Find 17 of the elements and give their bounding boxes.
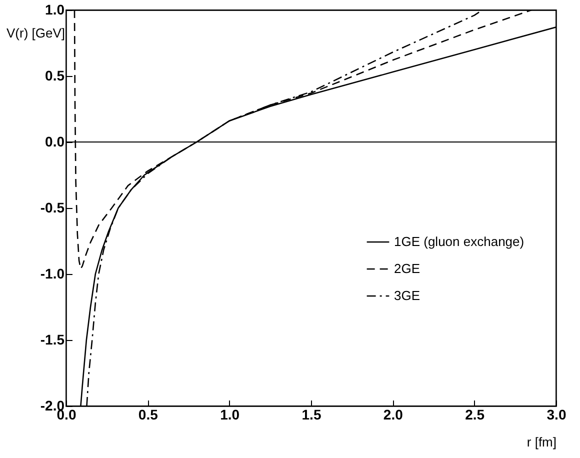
x-tick-label: 2.0 — [383, 406, 404, 422]
x-tick-label: 2.5 — [465, 406, 485, 422]
x-tick-label: 1.5 — [302, 406, 322, 422]
x-tick-label: 3.0 — [546, 406, 566, 422]
x-tick-label: 1.0 — [220, 406, 240, 422]
x-axis-title: r [fm] — [526, 434, 556, 450]
legend-label: 3GE — [394, 288, 420, 303]
legend-label: 2GE — [394, 261, 420, 276]
y-tick-label: -1.5 — [40, 332, 65, 348]
y-tick-label: 1.0 — [45, 2, 65, 18]
y-tick-label: 0.5 — [45, 68, 65, 84]
y-axis-title: V(r) [GeV] — [6, 26, 66, 40]
legend-label: 1GE (gluon exchange) — [394, 234, 524, 249]
y-tick-label: -1.0 — [40, 266, 65, 282]
y-tick-label: -0.5 — [40, 200, 65, 216]
y-tick-label: 0.0 — [45, 134, 65, 150]
x-tick-label: 0.5 — [138, 406, 158, 422]
